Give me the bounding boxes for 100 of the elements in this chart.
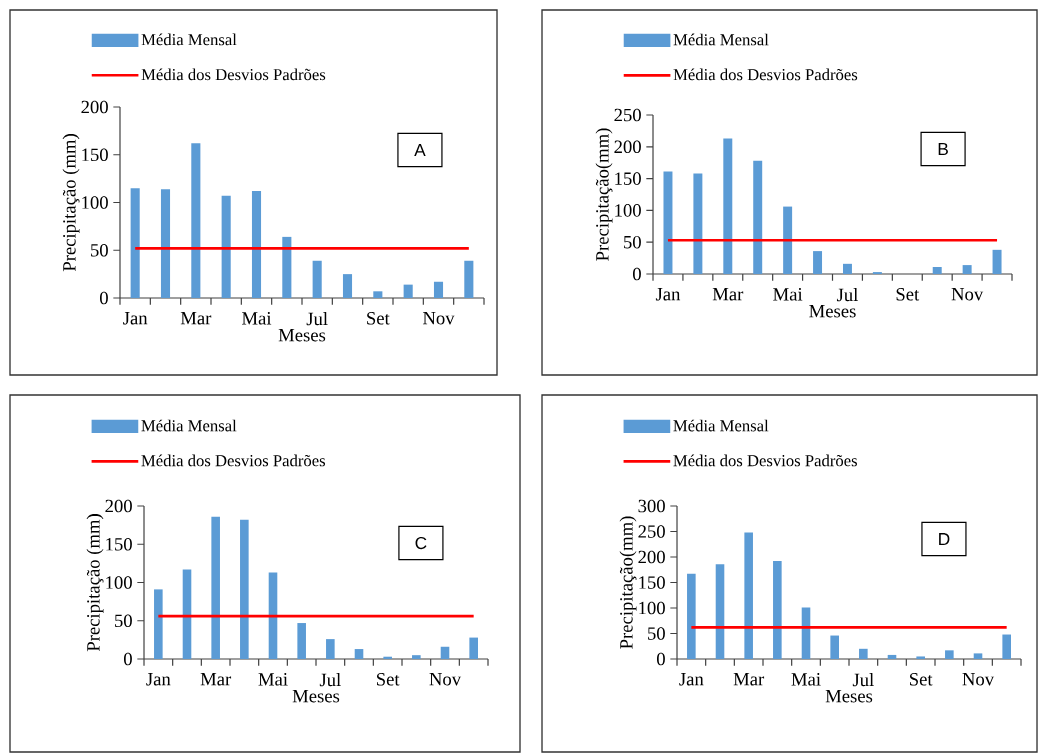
- y-tick-label: 50: [115, 614, 132, 628]
- y-tick-label: 100: [639, 601, 665, 615]
- x-tick-label: Jul: [836, 288, 858, 302]
- bar: [240, 519, 249, 659]
- bar: [744, 532, 753, 659]
- bar: [312, 260, 322, 298]
- bar: [403, 284, 413, 298]
- y-tick-label: 50: [624, 235, 641, 249]
- bar: [221, 195, 231, 298]
- y-axis-title: Precipitação (mm): [62, 134, 80, 272]
- x-tick-label: Mar: [733, 673, 765, 686]
- bar: [945, 650, 954, 659]
- x-axis-title: Meses: [278, 328, 326, 342]
- bar: [992, 249, 1002, 274]
- y-tick-label: 0: [657, 652, 665, 666]
- legend-label: Média dos Desvios Padrões: [141, 454, 326, 467]
- bar: [160, 189, 171, 298]
- bar: [842, 263, 852, 274]
- bar: [887, 654, 897, 659]
- y-tick-label: 150: [615, 172, 641, 185]
- y-axis-title: Precipitação(mm): [595, 128, 613, 261]
- legend-label: Média dos Desvios Padrões: [141, 68, 326, 81]
- y-tick-label: 0: [100, 291, 108, 305]
- y-tick-label: 150: [82, 148, 108, 162]
- y-tick-label: 0: [633, 267, 641, 281]
- legend-label: Média Mensal: [673, 33, 769, 46]
- y-tick-label: 200: [638, 550, 665, 564]
- x-tick-label: Mai: [773, 288, 803, 301]
- x-tick-label: Mai: [242, 312, 272, 325]
- annotation: B: [938, 143, 948, 155]
- legend-label: Média Mensal: [673, 419, 769, 432]
- bar: [469, 637, 478, 659]
- bar: [916, 656, 925, 659]
- x-axis-title: Meses: [825, 689, 873, 703]
- legend-label: Média dos Desvios Padrões: [673, 454, 857, 467]
- x-tick-label: Set: [896, 288, 920, 301]
- x-tick-label: Jan: [146, 673, 171, 686]
- x-tick-label: Jul: [306, 312, 328, 326]
- bar: [211, 516, 220, 659]
- y-tick-label: 0: [124, 652, 132, 666]
- annotation: A: [414, 144, 426, 156]
- x-axis-title: Meses: [292, 689, 340, 703]
- bar: [268, 572, 278, 659]
- bar: [342, 274, 353, 298]
- bar: [440, 646, 450, 659]
- y-tick-label: 300: [638, 499, 665, 513]
- bar: [753, 160, 763, 274]
- bar: [813, 251, 823, 274]
- bar: [464, 260, 474, 298]
- x-tick-label: Mai: [791, 673, 821, 686]
- y-tick-label: 100: [615, 204, 641, 217]
- annotation: D: [939, 533, 950, 546]
- x-tick-label: Mar: [712, 288, 744, 301]
- x-tick-label: Jan: [655, 288, 681, 301]
- x-tick-label: Set: [377, 673, 400, 686]
- x-tick-label: Jan: [679, 673, 704, 686]
- y-tick-label: 200: [81, 100, 108, 114]
- bar: [859, 648, 868, 659]
- bar: [412, 655, 421, 659]
- bar: [297, 623, 306, 659]
- bar: [783, 206, 793, 274]
- legend-label: Média Mensal: [141, 419, 237, 432]
- y-tick-label: 150: [106, 537, 132, 551]
- bar: [383, 656, 392, 659]
- y-tick-label: 250: [614, 108, 641, 122]
- bar: [973, 653, 983, 659]
- y-axis-title: Precipitação(mm): [619, 516, 637, 649]
- x-axis-title: Meses: [809, 304, 856, 318]
- legend-label: Média Mensal: [141, 33, 237, 46]
- bar: [182, 569, 192, 659]
- legend-label: Média dos Desvios Padrões: [673, 68, 858, 81]
- y-tick-label: 150: [639, 576, 665, 589]
- y-tick-label: 50: [91, 243, 108, 257]
- bar: [693, 173, 703, 274]
- bar: [282, 236, 292, 298]
- bar: [830, 635, 839, 659]
- x-tick-label: Jul: [319, 673, 341, 687]
- x-tick-label: Set: [367, 312, 390, 325]
- bar: [251, 191, 262, 298]
- bar: [1002, 634, 1011, 659]
- bar: [354, 649, 364, 659]
- bar: [154, 589, 163, 659]
- y-tick-label: 100: [82, 196, 108, 209]
- bar: [687, 573, 696, 659]
- x-tick-label: Nov: [429, 673, 462, 686]
- y-tick-label: 50: [648, 627, 665, 640]
- x-tick-label: Nov: [951, 288, 984, 301]
- y-tick-label: 100: [106, 576, 132, 589]
- bar: [130, 188, 140, 298]
- annotation: C: [415, 536, 427, 550]
- bar: [326, 639, 335, 659]
- bar: [962, 265, 972, 274]
- x-tick-label: Set: [910, 673, 933, 686]
- bar: [373, 291, 383, 298]
- bar: [433, 281, 444, 298]
- y-tick-label: 200: [105, 499, 132, 513]
- x-tick-label: Jan: [123, 312, 148, 325]
- x-tick-label: Mai: [258, 673, 288, 686]
- x-tick-label: Mar: [180, 312, 212, 325]
- y-axis-title: Precipitação (mm): [86, 514, 104, 652]
